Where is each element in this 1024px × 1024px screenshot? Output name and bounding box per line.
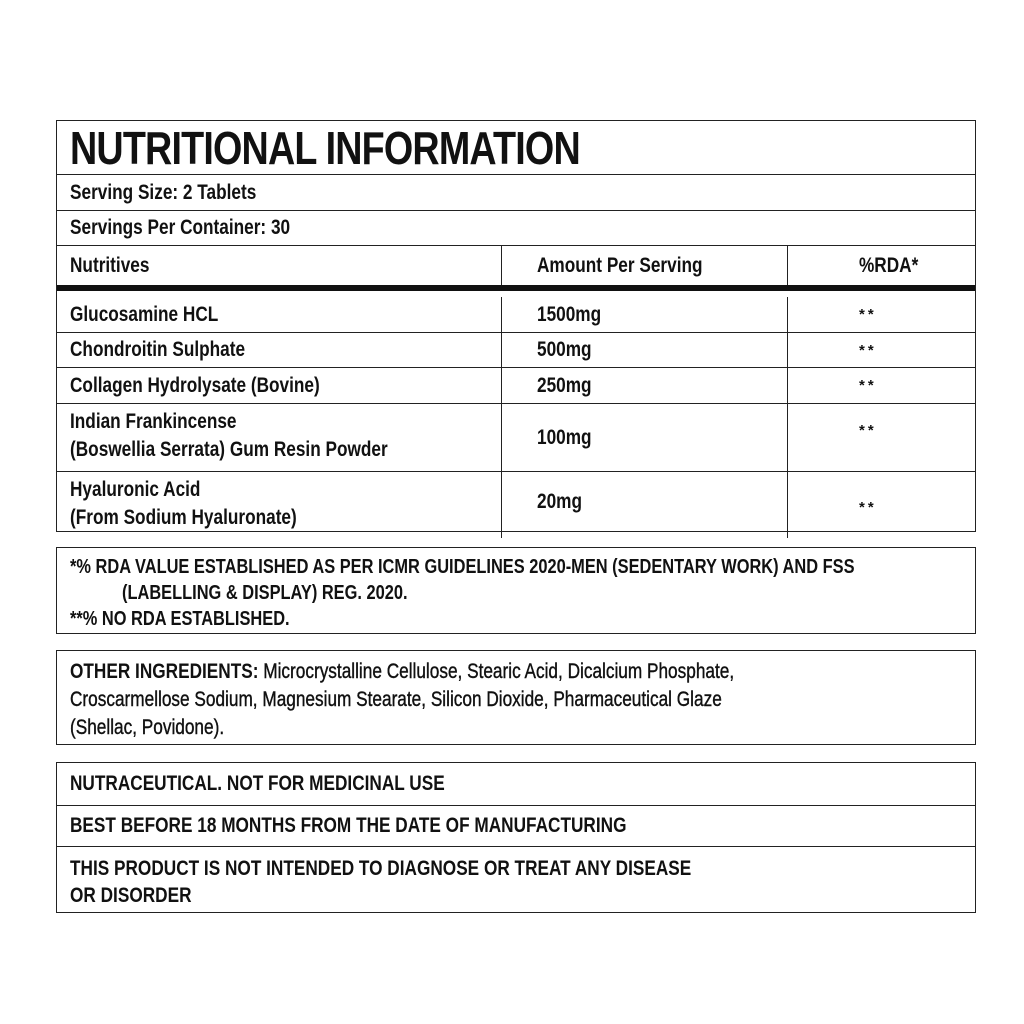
nutrient-amount: 250mg	[537, 373, 592, 397]
footnote-line-1: *% RDA VALUE ESTABLISHED AS PER ICMR GUI…	[70, 556, 855, 578]
table-row: Glucosamine HCL 1500mg **	[57, 297, 975, 332]
table-row: Hyaluronic Acid (From Sodium Hyaluronate…	[57, 471, 975, 538]
nutrient-rda: **	[859, 422, 877, 439]
serving-size: Serving Size: 2 Tablets	[70, 180, 257, 204]
other-ingredients-line-3: (Shellac, Povidone).	[70, 716, 225, 739]
nutrient-rda: **	[859, 377, 877, 394]
notice-nutraceutical: NUTRACEUTICAL. NOT FOR MEDICINAL USE	[70, 772, 445, 795]
nutrient-amount: 500mg	[537, 338, 592, 361]
nutrition-table: NUTRITIONAL INFORMATION Serving Size: 2 …	[56, 120, 976, 538]
serving-size-row: Serving Size: 2 Tablets	[57, 174, 975, 210]
nutrient-name: Glucosamine HCL	[70, 302, 219, 326]
page-title: NUTRITIONAL INFORMATION	[70, 121, 581, 174]
header-rda: %RDA*	[859, 253, 919, 277]
rda-footnotes: *% RDA VALUE ESTABLISHED AS PER ICMR GUI…	[56, 547, 976, 634]
table-row: Indian Frankincense (Boswellia Serrata) …	[57, 403, 975, 471]
nutrient-name-detail: (From Sodium Hyaluronate)	[70, 506, 297, 529]
nutrient-name: Hyaluronic Acid	[70, 478, 201, 501]
nutrient-amount: 100mg	[537, 425, 592, 449]
other-ingredients-label: OTHER INGREDIENTS:	[70, 660, 259, 683]
table-row: Collagen Hydrolysate (Bovine) 250mg **	[57, 367, 975, 403]
table-row: Chondroitin Sulphate 500mg **	[57, 332, 975, 367]
servings-per-container: Servings Per Container: 30	[70, 216, 291, 239]
footnote-line-2: (LABELLING & DISPLAY) REG. 2020.	[122, 582, 408, 604]
nutrient-name: Chondroitin Sulphate	[70, 338, 246, 361]
title-cell: NUTRITIONAL INFORMATION	[57, 121, 692, 174]
nutrient-rda: **	[859, 499, 877, 516]
nutrient-rda: **	[859, 306, 877, 323]
nutrient-rda: **	[859, 341, 877, 359]
nutrient-amount: 1500mg	[537, 302, 602, 326]
other-ingredients-line-2: Croscarmellose Sodium, Magnesium Stearat…	[70, 688, 722, 711]
nutrient-name: Collagen Hydrolysate (Bovine)	[70, 373, 320, 397]
notice-best-before: BEST BEFORE 18 MONTHS FROM THE DATE OF M…	[70, 814, 627, 837]
nutrient-name-detail: (Boswellia Serrata) Gum Resin Powder	[70, 438, 388, 461]
footnote-line-3: **% NO RDA ESTABLISHED.	[70, 608, 290, 630]
servings-per-container-row: Servings Per Container: 30	[57, 210, 975, 245]
notices: NUTRACEUTICAL. NOT FOR MEDICINAL USE BES…	[56, 762, 976, 913]
nutrient-amount: 20mg	[537, 490, 582, 513]
header-nutritives: Nutritives	[70, 253, 150, 277]
notice-disclaimer-line-1: THIS PRODUCT IS NOT INTENDED TO DIAGNOSE…	[70, 857, 692, 880]
header-amount: Amount Per Serving	[537, 253, 703, 277]
table-header-row: Nutritives Amount Per Serving %RDA*	[57, 245, 975, 291]
other-ingredients: OTHER INGREDIENTS: Microcrystalline Cell…	[56, 650, 976, 745]
nutrient-name: Indian Frankincense	[70, 410, 237, 433]
other-ingredients-line-1: Microcrystalline Cellulose, Stearic Acid…	[258, 660, 735, 683]
notice-disclaimer-line-2: OR DISORDER	[70, 884, 192, 907]
